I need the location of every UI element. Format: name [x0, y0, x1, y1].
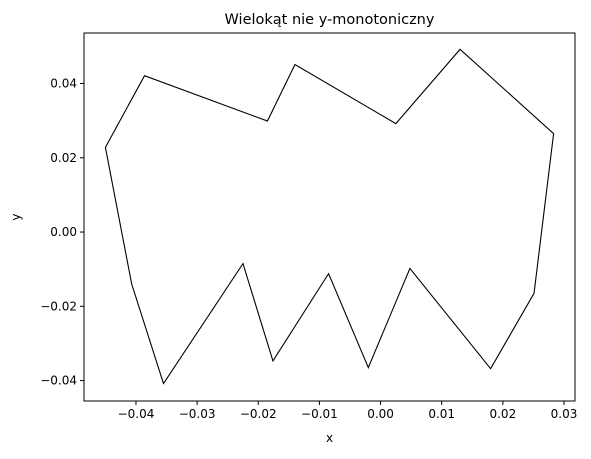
chart-title: Wielokąt nie y-monotoniczny	[225, 12, 435, 28]
polygon-outline-0	[104, 48, 555, 385]
plot-area	[104, 48, 555, 385]
x-tick-label-4: 0.00	[367, 407, 394, 421]
x-tick-label-2: −0.02	[240, 407, 277, 421]
x-axis-ticks: −0.04 −0.03 −0.02 −0.01 0.00 0.01 0.02 0.03	[118, 401, 578, 421]
y-tick-label-2: 0.00	[50, 225, 77, 239]
x-tick-label-7: 0.03	[551, 407, 578, 421]
x-tick-label-3: −0.01	[301, 407, 338, 421]
y-axis-label: y	[9, 213, 23, 220]
x-tick-label-6: 0.02	[489, 407, 516, 421]
x-tick-label-0: −0.04	[118, 407, 155, 421]
x-tick-label-5: 0.01	[428, 407, 455, 421]
y-tick-label-3: 0.02	[50, 151, 77, 165]
y-tick-label-4: 0.04	[50, 77, 77, 91]
x-tick-label-1: −0.03	[179, 407, 216, 421]
plot-frame	[83, 32, 576, 402]
y-axis-ticks: −0.04 −0.02 0.00 0.02 0.04	[40, 77, 84, 388]
y-tick-label-0: −0.04	[40, 374, 77, 388]
x-axis-label: x	[326, 431, 333, 445]
y-tick-label-1: −0.02	[40, 299, 77, 313]
